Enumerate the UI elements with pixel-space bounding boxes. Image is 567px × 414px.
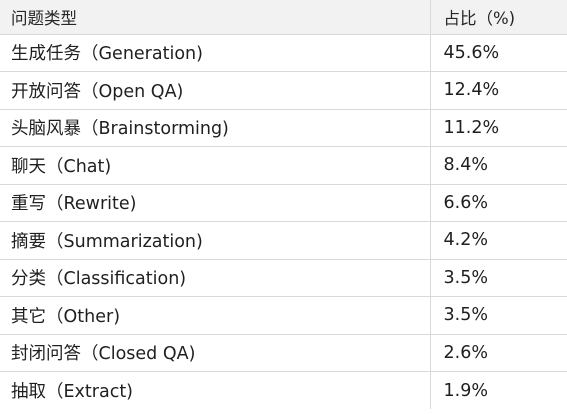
table-row: 其它（Other) 3.5% <box>0 296 567 335</box>
row-type: 重写（Rewrite) <box>0 184 430 222</box>
row-type: 生成任务（Generation) <box>0 34 430 72</box>
row-type: 抽取（Extract) <box>11 382 134 402</box>
row-type: 摘要（Summarization) <box>0 221 430 260</box>
table-row: 生成任务（Generation) 45.6% <box>0 34 567 72</box>
header-question-type: 问题类型 <box>0 0 430 35</box>
table-header-row: 问题类型 占比（%) <box>0 0 567 35</box>
table-row: 开放问答（Open QA) 12.4% <box>0 71 567 110</box>
table-row: 头脑风暴（Brainstorming) 11.2% <box>0 109 567 147</box>
row-percent: 45.6% <box>429 34 567 72</box>
row-percent: 6.6% <box>429 184 567 222</box>
table-row: 聊天（Chat) 8.4% <box>0 146 567 185</box>
row-percent: 4.2% <box>429 221 567 260</box>
row-type: 开放问答（Open QA) <box>0 71 430 110</box>
row-type: 其它（Other) <box>0 296 430 335</box>
table-row: 抽取（Extract) 1.9% <box>0 371 567 409</box>
row-percent: 11.2% <box>429 109 567 147</box>
row-percent: 1.9% <box>429 371 567 409</box>
table-row: 摘要（Summarization) 4.2% <box>0 221 567 260</box>
row-percent: 2.6% <box>429 334 567 372</box>
row-type: 头脑风暴（Brainstorming) <box>0 109 430 147</box>
table-row: 重写（Rewrite) 6.6% <box>0 184 567 222</box>
header-percent: 占比（%) <box>429 0 567 35</box>
row-percent: 8.4% <box>429 146 567 185</box>
row-type: 分类（Classification) <box>0 259 430 297</box>
row-percent: 3.5% <box>429 296 567 335</box>
table-row: 分类（Classification) 3.5% <box>0 259 567 297</box>
table-row: 封闭问答（Closed QA) 2.6% <box>0 334 567 372</box>
row-percent: 3.5% <box>429 259 567 297</box>
row-percent: 12.4% <box>429 71 567 110</box>
row-type: 封闭问答（Closed QA) <box>0 334 430 372</box>
row-type: 聊天（Chat) <box>0 146 430 185</box>
